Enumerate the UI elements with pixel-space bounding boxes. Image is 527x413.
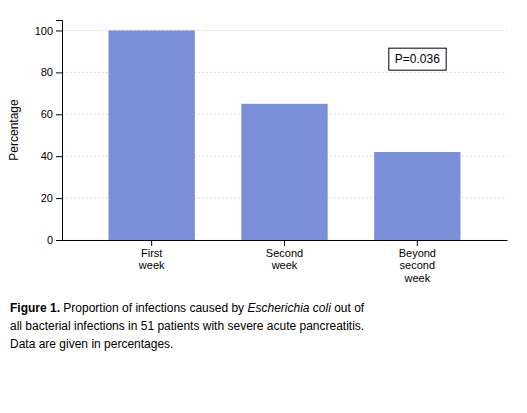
bar: [241, 104, 327, 240]
x-tick-mark: [417, 240, 418, 246]
caption-text: Proportion of infections caused by: [60, 301, 247, 315]
y-tick-mark: [56, 156, 62, 157]
y-tick-mark: [56, 72, 62, 73]
y-tick-label: 100: [35, 24, 53, 36]
x-axis: FirstweekSecondweekBeyondsecondweek: [63, 240, 508, 284]
caption-line: Data are given in percentages.: [10, 337, 173, 351]
y-axis-title: Percentage: [7, 99, 21, 161]
caption-text: Data are given in percentages.: [10, 337, 173, 351]
y-tick-label: 40: [41, 150, 53, 162]
x-tick-label: Firstweek: [138, 247, 165, 272]
caption-text: all bacterial infections in 51 patients …: [10, 319, 364, 333]
caption-line: all bacterial infections in 51 patients …: [10, 319, 364, 333]
y-tick-label: 0: [47, 234, 53, 246]
x-tick-label-line: Beyond: [399, 247, 436, 259]
y-axis-line: [56, 21, 63, 241]
y-tick: 80: [41, 66, 62, 78]
x-tick-label-line: week: [403, 272, 430, 284]
x-tick-label-line: Second: [266, 247, 303, 259]
x-tick-label-line: second: [400, 259, 435, 271]
bar: [108, 30, 194, 240]
x-tick-mark: [151, 240, 152, 246]
annotation-box: [389, 48, 446, 70]
caption-line: Figure 1. Proportion of infections cause…: [10, 301, 365, 315]
y-axis: 0 20 40 60 80 100: [35, 21, 63, 247]
y-tick: 0: [47, 234, 62, 246]
bars: [108, 30, 460, 240]
grid: [62, 30, 507, 240]
x-tick-label: Secondweek: [266, 247, 303, 272]
caption-text: Figure 1.: [10, 301, 60, 315]
chart-container: 020406080100FirstweekSecondweekBeyondsec…: [0, 0, 527, 413]
y-tick-label: 60: [41, 108, 53, 120]
y-tick-mark: [56, 240, 62, 241]
caption-text: Escherichia coli: [247, 301, 331, 315]
x-tick-label-line: First: [141, 247, 162, 259]
y-tick-mark: [56, 30, 62, 31]
caption: Figure 1. Proportion of infections cause…: [10, 301, 365, 351]
y-tick: 60: [41, 108, 62, 120]
y-tick-mark: [56, 198, 62, 199]
x-tick-label-line: week: [271, 259, 298, 271]
chart-svg: 020406080100FirstweekSecondweekBeyondsec…: [0, 0, 527, 413]
y-tick-label: 20: [41, 192, 53, 204]
annotation-text: P=0.036: [395, 52, 440, 66]
x-tick-label: Beyondsecondweek: [399, 247, 436, 284]
annotation: P=0.036: [389, 48, 446, 70]
x-tick: Secondweek: [266, 240, 303, 271]
y-tick: 100: [35, 24, 62, 36]
x-tick: Beyondsecondweek: [399, 240, 436, 284]
y-tick: 40: [41, 150, 62, 162]
x-tick-mark: [284, 240, 285, 246]
y-tick-mark: [56, 114, 62, 115]
y-tick-label: 80: [41, 66, 53, 78]
x-tick-label-line: week: [138, 259, 165, 271]
x-tick: Firstweek: [138, 240, 165, 271]
y-tick: 20: [41, 192, 62, 204]
caption-text: out of: [331, 301, 365, 315]
bar: [374, 152, 460, 240]
